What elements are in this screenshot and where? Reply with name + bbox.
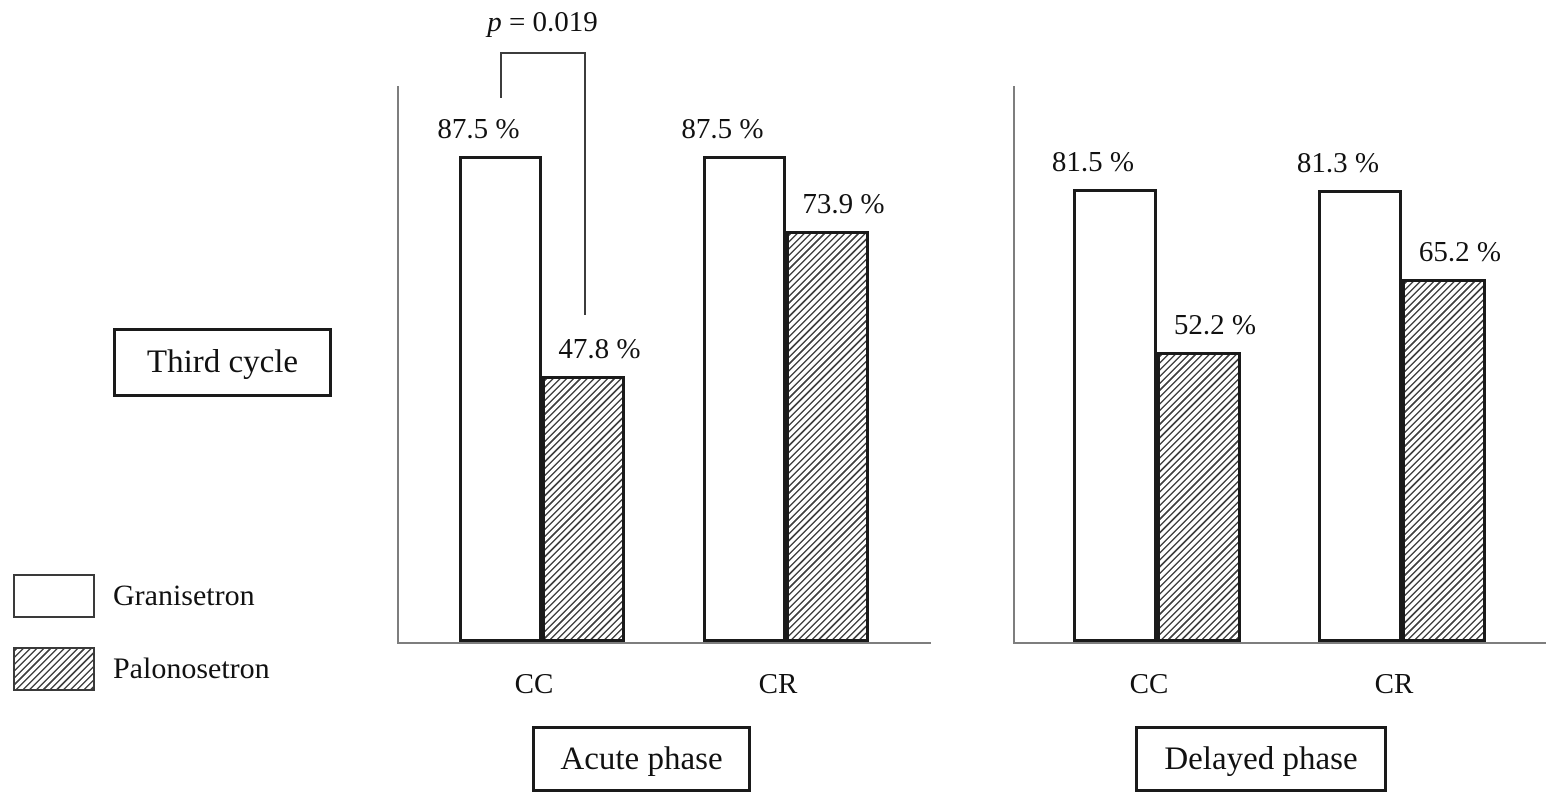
delayed-x-axis	[1013, 642, 1546, 644]
value-label-palonosetron-cr: 73.9 %	[802, 188, 885, 220]
delayed-phase-label-box: Delayed phase	[1135, 726, 1387, 792]
legend-item-palonosetron: Palonosetron	[13, 647, 270, 691]
bar-granisetron-cc	[1073, 189, 1157, 642]
granisetron-swatch-icon	[13, 574, 95, 618]
significance-bracket-right-arm	[584, 52, 586, 315]
significance-bracket-left-arm	[500, 52, 502, 98]
cycle-label-text: Third cycle	[146, 344, 299, 380]
acute-phase-label-text: Acute phase	[560, 740, 723, 777]
value-label-granisetron-cr: 87.5 %	[681, 113, 764, 145]
delayed-phase-panel: 81.5 % 52.2 % CC 81.3 % 65.2 % CR	[1013, 86, 1546, 700]
bar-granisetron-cr	[1318, 190, 1402, 642]
bar-palonosetron-cr	[786, 231, 869, 642]
significance-bracket-top	[500, 52, 586, 54]
palonosetron-swatch-icon	[13, 647, 95, 691]
delayed-phase-label-text: Delayed phase	[1164, 740, 1358, 777]
legend-item-granisetron: Granisetron	[13, 574, 255, 618]
value-label-palonosetron-cc: 52.2 %	[1173, 309, 1257, 341]
category-label-cr-acute: CR	[758, 668, 798, 700]
cycle-label-box: Third cycle	[113, 328, 332, 397]
legend-label-palonosetron: Palonosetron	[113, 652, 270, 685]
value-label-granisetron-cr: 81.3 %	[1296, 147, 1380, 179]
acute-x-axis	[397, 642, 931, 644]
bar-granisetron-cc	[459, 156, 542, 642]
value-label-palonosetron-cr: 65.2 %	[1418, 236, 1502, 268]
delayed-y-axis	[1013, 86, 1015, 642]
p-value-label: p = 0.019	[460, 6, 625, 39]
p-value-symbol: p	[487, 6, 502, 38]
acute-y-axis	[397, 86, 399, 642]
acute-phase-panel: 87.5 % 47.8 % CC 87.5 % 73.9 % CR	[397, 86, 931, 700]
value-label-granisetron-cc: 87.5 %	[437, 113, 520, 145]
bar-palonosetron-cc	[542, 376, 625, 642]
category-label-cr-delayed: CR	[1374, 668, 1414, 700]
category-label-cc-delayed: CC	[1129, 668, 1169, 700]
value-label-granisetron-cc: 81.5 %	[1051, 146, 1135, 178]
category-label-cc-acute: CC	[514, 668, 554, 700]
p-value-number: = 0.019	[501, 6, 598, 38]
legend-label-granisetron: Granisetron	[113, 579, 255, 612]
bar-palonosetron-cc	[1157, 352, 1241, 642]
value-label-palonosetron-cc: 47.8 %	[558, 333, 641, 365]
acute-phase-label-box: Acute phase	[532, 726, 751, 792]
bar-palonosetron-cr	[1402, 279, 1486, 642]
bar-granisetron-cr	[703, 156, 786, 642]
